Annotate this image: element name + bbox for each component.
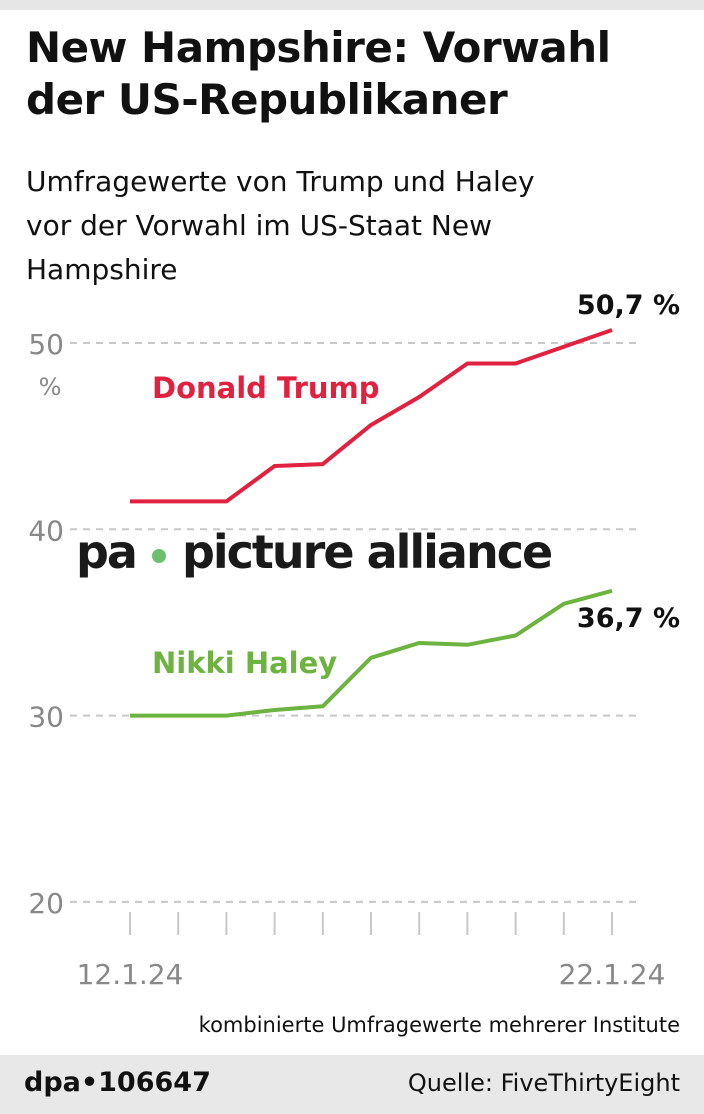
chart-subtitle: Umfragewerte von Trump und Haley vor der… bbox=[26, 165, 535, 286]
y-tick-label: 20 bbox=[28, 887, 64, 920]
chart-note: kombinierte Umfragewerte mehrerer Instit… bbox=[198, 1013, 680, 1037]
x-tick-label: 12.1.24 bbox=[77, 958, 184, 991]
source: Quelle: FiveThirtyEight bbox=[407, 1069, 680, 1097]
footer: dpa•106647 Quelle: FiveThirtyEight bbox=[0, 1055, 704, 1114]
watermark: pa picture alliance bbox=[76, 524, 553, 580]
y-tick-label: 50 bbox=[28, 328, 64, 361]
y-tick-label: 40 bbox=[28, 514, 64, 547]
y-tick-label: 30 bbox=[28, 701, 64, 734]
watermark-dot bbox=[151, 548, 166, 563]
watermark-left: pa bbox=[76, 525, 138, 579]
y-unit-label: % bbox=[39, 373, 62, 401]
chart-title: New Hampshire: Vorwahl der US-Republikan… bbox=[26, 23, 611, 124]
series-line-0 bbox=[130, 328, 613, 504]
dpa-id: dpa•106647 bbox=[24, 1067, 211, 1098]
end-value-label: 50,7 % bbox=[577, 290, 680, 321]
x-tick-label: 22.1.24 bbox=[559, 958, 666, 991]
top-bar bbox=[0, 0, 704, 10]
series-label: Donald Trump bbox=[152, 371, 380, 405]
series-label: Nikki Haley bbox=[152, 646, 337, 680]
line-chart: 20 30 40 50% 12.1.24 22.1.24 Donald Trump 50,7 … bbox=[28, 290, 680, 991]
watermark-right: picture alliance bbox=[181, 525, 553, 579]
end-value-label: 36,7 % bbox=[577, 603, 680, 634]
